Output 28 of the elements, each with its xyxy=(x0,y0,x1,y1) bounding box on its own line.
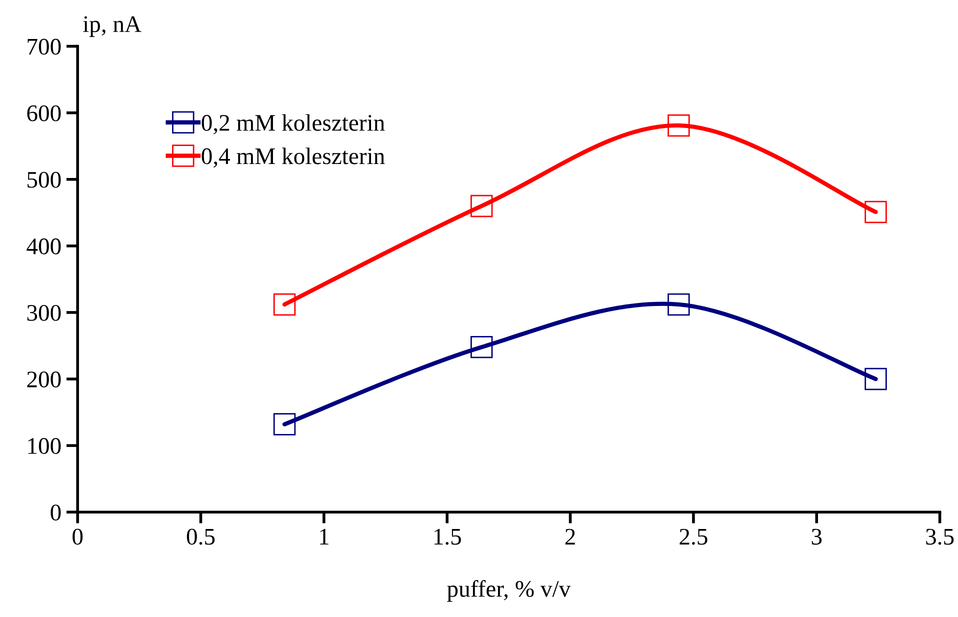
y-axis-title: ip, nA xyxy=(83,16,142,37)
x-tick-label: 1 xyxy=(320,528,328,544)
point xyxy=(864,368,887,390)
point xyxy=(470,194,493,218)
legend-label: 0,2 mM koleszterin xyxy=(202,114,385,134)
point xyxy=(668,293,690,316)
x-tick-label: 2 xyxy=(565,528,575,544)
x-tick-label: 1.5 xyxy=(434,528,461,545)
x-tick-label: 2.5 xyxy=(680,528,708,545)
y-tick-label: 400 xyxy=(26,238,61,254)
y-tick-label: 700 xyxy=(28,38,61,55)
legend-label: 0,4 mM koleszterin xyxy=(202,148,385,168)
y-tick-label: 0 xyxy=(50,504,61,521)
x-axis-title: puffer, % v/v xyxy=(447,580,571,602)
x-tick-label: 0.5 xyxy=(186,528,215,545)
x-tick-label: 0 xyxy=(72,528,83,545)
y-tick-label: 100 xyxy=(28,438,61,454)
y-tick-label: 300 xyxy=(27,304,61,321)
y-tick-label: 600 xyxy=(27,105,61,122)
y-tick-label: 500 xyxy=(28,172,61,188)
point xyxy=(668,114,690,137)
point xyxy=(273,413,296,436)
x-tick-label: 3.5 xyxy=(926,528,954,545)
y-tick-label: 200 xyxy=(27,372,61,388)
point xyxy=(273,293,296,316)
point xyxy=(470,336,493,358)
point xyxy=(864,200,887,224)
x-tick-label: 3 xyxy=(812,528,822,545)
